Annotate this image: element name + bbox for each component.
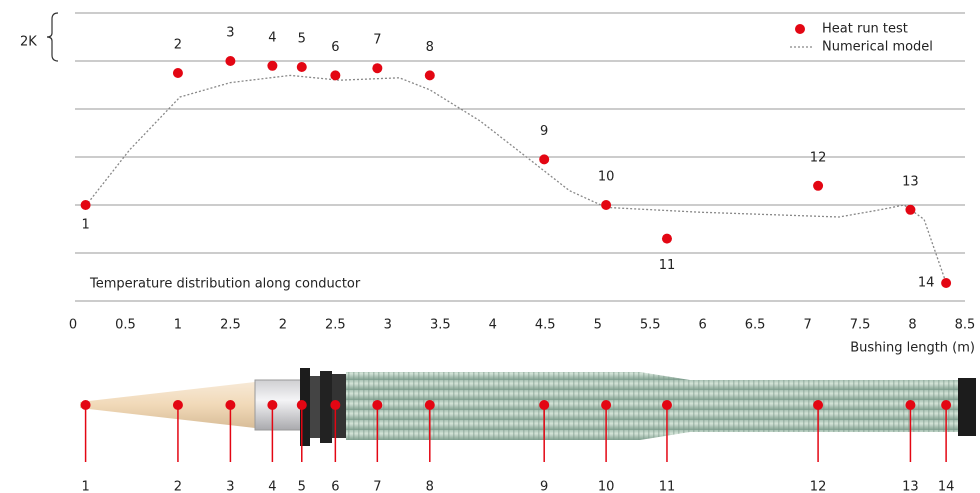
cone bbox=[80, 382, 255, 428]
data-point bbox=[296, 62, 307, 72]
position-label: 12 bbox=[810, 480, 827, 493]
position-marker bbox=[225, 400, 236, 410]
insulator bbox=[346, 372, 962, 440]
data-point bbox=[372, 63, 383, 74]
annotation: Temperature distribution along conductor bbox=[89, 277, 361, 292]
point-label: 3 bbox=[226, 26, 234, 41]
position-marker bbox=[813, 400, 824, 410]
bushing bbox=[80, 368, 976, 446]
position-label: 3 bbox=[226, 480, 234, 493]
data-point bbox=[424, 70, 435, 81]
model-line bbox=[85, 74, 947, 284]
point-label: 11 bbox=[659, 258, 676, 273]
point-label: 9 bbox=[540, 124, 548, 139]
x-tick-label: 3.5 bbox=[430, 318, 451, 333]
position-label: 5 bbox=[298, 480, 306, 493]
position-label: 2 bbox=[174, 480, 182, 493]
position-marker bbox=[539, 400, 550, 410]
legend-marker bbox=[795, 24, 805, 34]
end-cap bbox=[958, 378, 976, 436]
x-tick-label: 1 bbox=[174, 318, 182, 333]
data-point bbox=[172, 68, 183, 78]
x-tick-label: 4 bbox=[489, 318, 497, 333]
position-label: 9 bbox=[540, 480, 548, 493]
point-label: 1 bbox=[81, 218, 89, 233]
position-marker bbox=[330, 400, 341, 410]
position-label: 14 bbox=[938, 480, 955, 493]
point-label: 13 bbox=[902, 174, 919, 189]
data-point bbox=[539, 154, 550, 165]
x-tick-label: 7 bbox=[803, 318, 811, 333]
point-label: 2 bbox=[174, 38, 182, 53]
position-label: 8 bbox=[426, 480, 434, 493]
legend-label: Heat run test bbox=[822, 22, 908, 37]
position-marker bbox=[296, 400, 307, 410]
position-label: 6 bbox=[331, 480, 339, 493]
data-point bbox=[267, 60, 278, 71]
x-tick-label: 2 bbox=[279, 318, 287, 333]
position-marker bbox=[267, 400, 278, 410]
position-marker bbox=[601, 400, 612, 410]
position-label: 10 bbox=[598, 480, 615, 493]
position-marker bbox=[80, 400, 91, 410]
data-point bbox=[813, 180, 824, 191]
point-label: 7 bbox=[373, 33, 381, 48]
position-marker bbox=[661, 400, 672, 410]
legend-label: Numerical model bbox=[822, 40, 933, 55]
x-tick-label: 8 bbox=[908, 318, 916, 333]
point-label: 14 bbox=[918, 276, 935, 291]
flange bbox=[320, 371, 332, 443]
position-marker bbox=[372, 400, 383, 410]
data-point bbox=[941, 278, 952, 288]
position-label: 7 bbox=[373, 480, 381, 493]
position-marker bbox=[941, 400, 952, 410]
point-label: 6 bbox=[331, 40, 339, 55]
position-label: 4 bbox=[268, 480, 276, 493]
data-point bbox=[80, 200, 91, 210]
data-point bbox=[661, 233, 672, 244]
sleeve bbox=[254, 379, 302, 431]
point-label: 8 bbox=[426, 40, 434, 55]
data-point bbox=[225, 56, 236, 66]
x-tick-label: 3 bbox=[384, 318, 392, 333]
flange bbox=[310, 376, 320, 438]
position-label: 11 bbox=[659, 480, 676, 493]
point-label: 5 bbox=[298, 32, 306, 47]
x-tick-label: 5 bbox=[594, 318, 602, 333]
x-tick-label: 6.5 bbox=[745, 318, 766, 333]
point-label: 4 bbox=[268, 30, 276, 45]
x-tick-label: 6 bbox=[699, 318, 707, 333]
point-label: 12 bbox=[810, 150, 827, 165]
data-point bbox=[330, 70, 341, 81]
position-label: 1 bbox=[81, 480, 89, 493]
x-tick-label: 2.5 bbox=[325, 318, 346, 333]
x-tick-label: 0 bbox=[69, 318, 77, 333]
x-tick-label: 4.5 bbox=[535, 318, 556, 333]
position-marker bbox=[905, 400, 916, 410]
point-label: 10 bbox=[598, 170, 615, 185]
scale-label: 2K bbox=[20, 35, 37, 50]
x-tick-label: 8.5 bbox=[955, 318, 976, 333]
x-axis-label: Bushing length (m) bbox=[850, 341, 975, 356]
position-marker bbox=[172, 400, 183, 410]
data-point bbox=[905, 204, 916, 215]
scale-bracket bbox=[46, 12, 59, 62]
x-tick-label: 5.5 bbox=[640, 318, 661, 333]
x-tick-label: 7.5 bbox=[850, 318, 871, 333]
data-point bbox=[601, 200, 612, 210]
position-label: 13 bbox=[902, 480, 919, 493]
position-marker bbox=[424, 400, 435, 410]
x-tick-label: 2.5 bbox=[220, 318, 241, 333]
x-tick-label: 0.5 bbox=[115, 318, 136, 333]
